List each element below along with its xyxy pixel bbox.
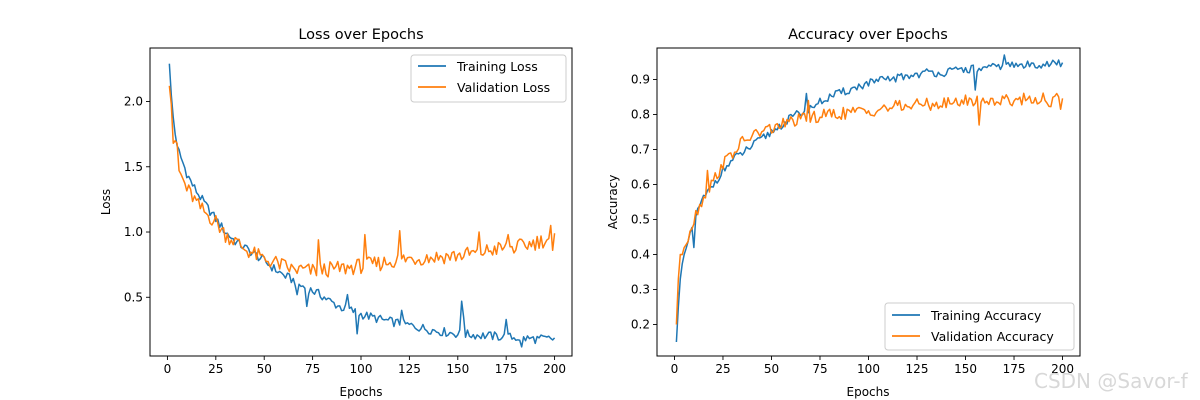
series-line-training-loss bbox=[168, 63, 556, 348]
loss-y-tick-label: 1.5 bbox=[124, 160, 143, 174]
loss-x-tick-label: 100 bbox=[350, 362, 373, 376]
loss-y-tick-label: 1.0 bbox=[124, 225, 143, 239]
accuracy-x-tick-label: 150 bbox=[954, 362, 977, 376]
loss-x-tick-label: 150 bbox=[446, 362, 469, 376]
accuracy-x-tick-label: 75 bbox=[812, 362, 827, 376]
legend-label-validation-loss: Validation Loss bbox=[457, 80, 550, 95]
accuracy-y-axis-label: Accuracy bbox=[606, 175, 620, 230]
loss-legend-box bbox=[410, 54, 567, 103]
accuracy-x-axis-label: Epochs bbox=[847, 385, 890, 399]
accuracy-y-tick-label: 0.8 bbox=[631, 108, 650, 122]
accuracy-legend-box bbox=[884, 302, 1075, 351]
accuracy-x-tick-label: 125 bbox=[906, 362, 929, 376]
loss-x-tick-label: 200 bbox=[543, 362, 566, 376]
accuracy-x-tick-label: 25 bbox=[715, 362, 730, 376]
loss-plot-frame bbox=[149, 47, 573, 357]
accuracy-chart: Accuracy over Epochs Epochs Accuracy 0 25… bbox=[606, 27, 1081, 399]
accuracy-y-tick-label: 0.7 bbox=[631, 143, 650, 157]
loss-y-tick-label: 0.5 bbox=[124, 290, 143, 304]
legend-label-validation-accuracy: Validation Accuracy bbox=[931, 329, 1054, 344]
accuracy-x-tick-label: 50 bbox=[764, 362, 779, 376]
accuracy-legend: Training Accuracy Validation Accuracy bbox=[884, 302, 1075, 351]
legend-label-training-loss: Training Loss bbox=[456, 59, 538, 74]
accuracy-y-tick-label: 0.2 bbox=[631, 318, 650, 332]
accuracy-x-tick-label: 175 bbox=[1003, 362, 1026, 376]
loss-x-tick-label: 0 bbox=[164, 362, 172, 376]
accuracy-chart-title: Accuracy over Epochs bbox=[788, 27, 948, 43]
series-line-training-accuracy bbox=[675, 54, 1064, 343]
accuracy-x-tick-label: 200 bbox=[1051, 362, 1074, 376]
loss-x-tick-label: 175 bbox=[495, 362, 518, 376]
accuracy-y-tick-label: 0.3 bbox=[631, 283, 650, 297]
loss-y-axis-label: Loss bbox=[99, 189, 113, 215]
series-line-validation-accuracy bbox=[675, 92, 1064, 325]
accuracy-y-tick-label: 0.4 bbox=[631, 248, 650, 262]
loss-x-tick-label: 50 bbox=[257, 362, 272, 376]
loss-legend: Training Loss Validation Loss bbox=[410, 54, 567, 103]
accuracy-x-tick-label: 100 bbox=[857, 362, 880, 376]
loss-x-tick-label: 75 bbox=[305, 362, 320, 376]
series-line-validation-loss bbox=[168, 85, 556, 278]
loss-y-tick-label: 2.0 bbox=[124, 95, 143, 109]
legend-label-training-accuracy: Training Accuracy bbox=[930, 308, 1042, 323]
loss-x-tick-label: 125 bbox=[398, 362, 421, 376]
loss-chart-title: Loss over Epochs bbox=[298, 27, 423, 43]
accuracy-y-tick-label: 0.6 bbox=[631, 178, 650, 192]
accuracy-y-tick-label: 0.9 bbox=[631, 73, 650, 87]
accuracy-y-tick-label: 0.5 bbox=[631, 213, 650, 227]
accuracy-plot-frame bbox=[656, 47, 1081, 357]
loss-x-axis-label: Epochs bbox=[340, 385, 383, 399]
watermark-text: CSDN @Savor-f bbox=[1034, 369, 1189, 393]
loss-chart: Loss over Epochs Epochs Loss 0 25 50 75 100 1… bbox=[99, 27, 573, 399]
accuracy-x-tick-label: 0 bbox=[671, 362, 679, 376]
loss-x-tick-label: 25 bbox=[208, 362, 223, 376]
